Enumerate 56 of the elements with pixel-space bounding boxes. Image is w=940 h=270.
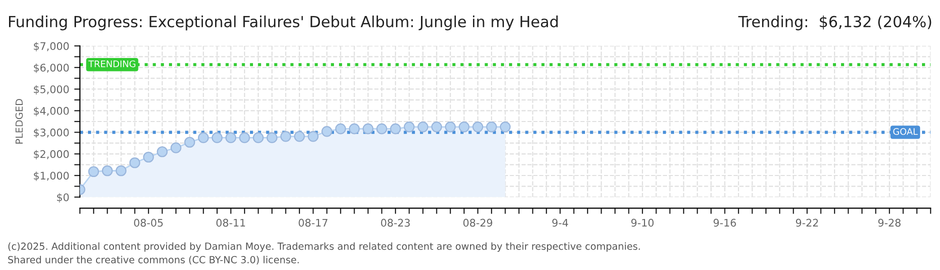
ref-line-label: TRENDING: [88, 60, 136, 68]
point: [294, 130, 305, 142]
x-tick-label: 08-29: [463, 218, 492, 227]
point: [404, 121, 415, 132]
point: [376, 123, 388, 134]
point: [156, 146, 168, 158]
ref-line-label: GOAL: [893, 128, 918, 135]
point: [280, 130, 292, 142]
point: [390, 123, 401, 134]
point: [472, 121, 484, 132]
point: [170, 142, 182, 154]
x-tick-label: 08-05: [134, 218, 163, 227]
point: [198, 132, 209, 144]
point: [500, 121, 511, 132]
point: [266, 132, 278, 144]
text: Shared under the creative commons (CC BY-NC 3.0) license.: [8, 256, 299, 265]
x-tick-label: 08-11: [216, 218, 246, 227]
x-tick-label: 08-17: [298, 218, 328, 227]
x-tick-label: 9-4: [552, 218, 568, 227]
y-tick-label: $2,000: [34, 150, 69, 160]
point: [321, 126, 332, 137]
point: [143, 152, 154, 163]
point: [335, 123, 346, 134]
x-tick-label: 08-23: [381, 218, 410, 227]
text: Trending: $6,132 (204%): [738, 16, 932, 30]
y-tick-label: $0: [57, 193, 69, 203]
x-tick-label: 9-28: [878, 218, 901, 227]
y-tick-label: $6,000: [34, 64, 69, 73]
point: [458, 121, 470, 132]
y-tick-label: $5,000: [34, 85, 69, 95]
y-tick-label: $3,000: [34, 128, 69, 138]
y-axis-title: PLEDGED: [15, 99, 23, 144]
x-tick-label: 9-16: [714, 218, 736, 227]
x-tick-label: 9-22: [796, 218, 818, 227]
point: [362, 123, 374, 134]
x-tick-label: 9-10: [631, 218, 654, 227]
point: [225, 132, 236, 144]
point: [88, 166, 100, 178]
chart-title: Funding Progress: Exceptional Failures' Debut Album: Jungle in my Head: [9, 16, 558, 30]
point: [102, 165, 113, 176]
text: (c)2025. Additional content provided by Damian Moye. Trademarks and related content are owned by their respective companies.: [8, 242, 640, 252]
point: [252, 132, 264, 144]
point: [184, 136, 196, 148]
y-tick-label: $4,000: [34, 106, 69, 116]
y-tick-label: $1,000: [34, 172, 69, 181]
point: [486, 121, 497, 132]
y-tick-label: $7,000: [34, 42, 69, 52]
point: [116, 165, 126, 176]
point: [444, 121, 456, 132]
point: [212, 132, 223, 144]
point: [348, 123, 360, 134]
point: [418, 121, 428, 132]
point: [308, 130, 319, 142]
point: [129, 157, 140, 168]
point: [431, 121, 442, 132]
point: [239, 132, 250, 144]
